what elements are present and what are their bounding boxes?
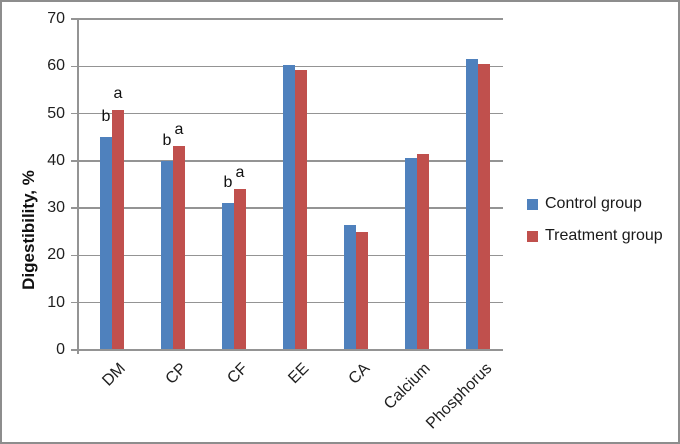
x-category-label: CP <box>162 360 191 388</box>
treatment-legend-swatch <box>527 230 538 242</box>
y-axis-tick <box>71 112 77 115</box>
y-tick-label: 10 <box>47 293 65 311</box>
y-axis-tick <box>71 301 77 304</box>
significance-letter-control: b <box>101 108 111 126</box>
y-axis-tick <box>71 349 77 351</box>
control-bar-phosphorus <box>466 59 478 350</box>
gridline <box>77 18 503 20</box>
y-axis-tick <box>71 207 77 209</box>
treatment-bar-cf <box>234 189 246 350</box>
legend-item: Treatment group <box>527 226 663 246</box>
y-axis-tick <box>71 254 77 257</box>
y-tick-label: 0 <box>56 341 65 358</box>
treatment-bar-ca <box>356 231 368 350</box>
x-axis-line <box>76 349 503 351</box>
treatment-bar-dm <box>112 110 124 350</box>
significance-letter-treatment: a <box>235 164 245 182</box>
significance-letter-treatment: a <box>113 85 123 103</box>
significance-letter-treatment: a <box>174 120 184 138</box>
y-axis-tick <box>71 160 77 162</box>
legend-label: Control group <box>545 195 642 212</box>
control-bar-ee <box>283 65 295 350</box>
x-category-label: CA <box>345 360 374 388</box>
y-tick-label: 40 <box>47 151 65 169</box>
x-category-label: DM <box>99 360 130 390</box>
significance-letter-control: b <box>162 131 172 149</box>
y-axis-title: Digestibility, % <box>19 170 38 290</box>
significance-letter-control: b <box>223 174 233 192</box>
treatment-bar-phosphorus <box>478 63 490 350</box>
x-category-label: Calcium <box>381 360 435 413</box>
x-category-label: CF <box>223 360 252 388</box>
control-bar-ca <box>344 224 356 350</box>
y-tick-label: 50 <box>47 104 65 122</box>
treatment-bar-calcium <box>417 153 429 350</box>
legend-label: Treatment group <box>545 227 663 244</box>
treatment-bar-cp <box>173 145 185 350</box>
y-axis-tick <box>71 18 77 20</box>
control-bar-cp <box>161 160 173 350</box>
y-tick-label: 30 <box>47 199 65 217</box>
x-category-label: EE <box>284 360 313 388</box>
y-axis-line <box>77 19 79 354</box>
control-bar-calcium <box>405 158 417 350</box>
control-bar-cf <box>222 203 234 350</box>
control-bar-dm <box>100 137 112 350</box>
legend: Control group Treatment group <box>527 194 663 258</box>
y-tick-label: 20 <box>47 246 65 264</box>
y-tick-label: 60 <box>47 57 65 75</box>
legend-item: Control group <box>527 194 663 214</box>
y-tick-label: 70 <box>47 10 65 27</box>
treatment-bar-ee <box>295 70 307 350</box>
control-legend-swatch <box>527 198 538 210</box>
y-axis-tick <box>71 65 77 68</box>
